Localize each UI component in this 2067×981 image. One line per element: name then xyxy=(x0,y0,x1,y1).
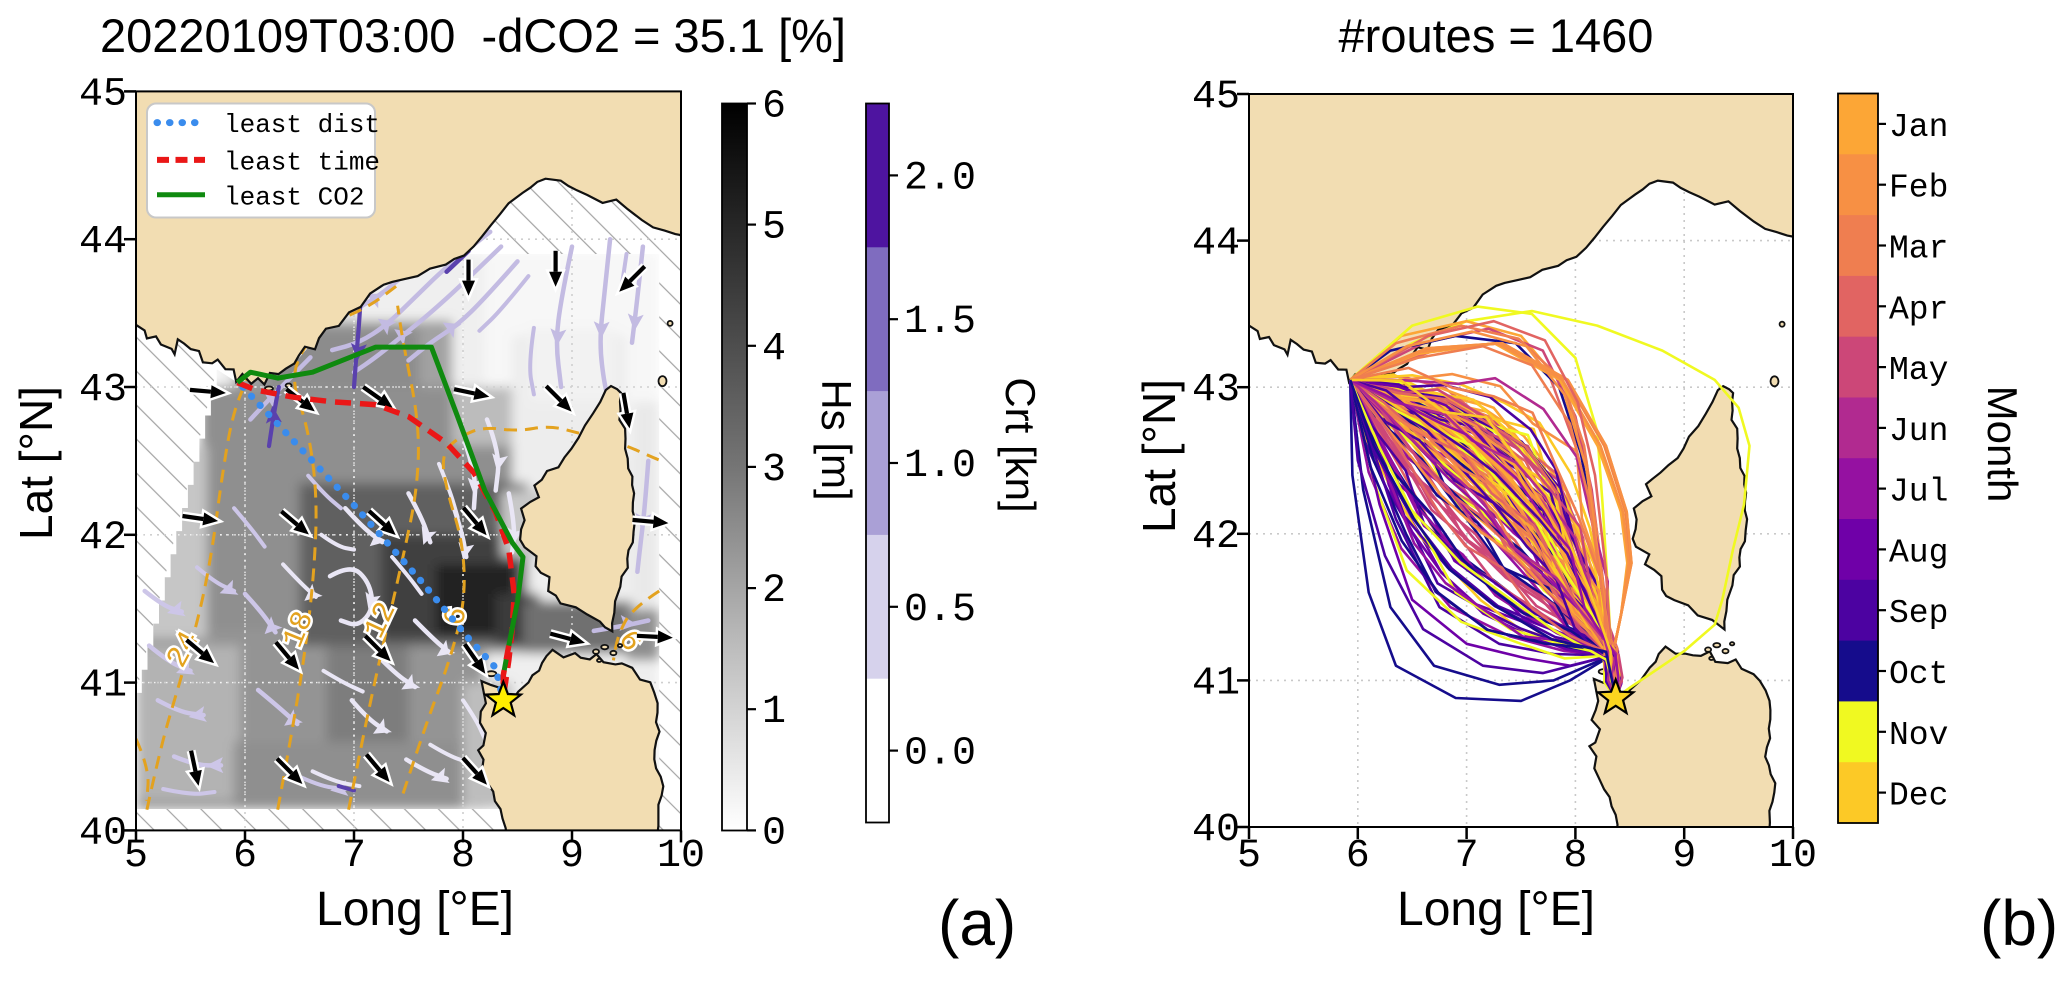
svg-text:44: 44 xyxy=(1192,222,1240,267)
svg-text:Dec: Dec xyxy=(1889,778,1948,815)
svg-text:8: 8 xyxy=(1563,834,1587,879)
svg-text:0.5: 0.5 xyxy=(904,588,976,633)
svg-text:3: 3 xyxy=(762,448,786,493)
svg-text:least time: least time xyxy=(224,147,380,177)
svg-text:9: 9 xyxy=(1672,834,1696,879)
svg-text:May: May xyxy=(1889,352,1948,389)
svg-text:45: 45 xyxy=(1192,75,1240,120)
svg-text:41: 41 xyxy=(79,664,127,709)
svg-text:2.0: 2.0 xyxy=(904,156,976,201)
svg-text:10: 10 xyxy=(657,834,705,879)
svg-text:20220109T03:00 -dCO2 = 35.1 [: 20220109T03:00 -dCO2 = 35.1 [%] xyxy=(100,9,846,62)
svg-text:40: 40 xyxy=(1192,808,1240,853)
svg-text:Feb: Feb xyxy=(1889,170,1948,207)
svg-text:5: 5 xyxy=(762,206,786,251)
svg-text:Crt [kn]: Crt [kn] xyxy=(997,377,1044,512)
svg-text:Long [°E]: Long [°E] xyxy=(316,883,514,936)
svg-text:43: 43 xyxy=(1192,368,1240,413)
svg-text:5: 5 xyxy=(1237,834,1261,879)
svg-text:7: 7 xyxy=(1455,834,1479,879)
svg-text:5: 5 xyxy=(124,834,148,879)
svg-text:0.0: 0.0 xyxy=(904,732,976,777)
svg-text:Mar: Mar xyxy=(1889,231,1948,268)
svg-text:Long [°E]: Long [°E] xyxy=(1397,883,1595,936)
svg-text:Jun: Jun xyxy=(1889,413,1948,450)
svg-text:1.5: 1.5 xyxy=(904,300,976,345)
svg-text:least CO2: least CO2 xyxy=(224,182,364,212)
svg-text:6: 6 xyxy=(1346,834,1370,879)
svg-text:8: 8 xyxy=(451,834,475,879)
svg-text:10: 10 xyxy=(1769,834,1817,879)
svg-text:44: 44 xyxy=(79,220,127,265)
svg-text:41: 41 xyxy=(1192,661,1240,706)
svg-text:45: 45 xyxy=(79,72,127,117)
svg-text:least dist: least dist xyxy=(224,110,380,140)
svg-text:42: 42 xyxy=(79,516,127,561)
svg-text:Hs [m]: Hs [m] xyxy=(813,379,860,500)
svg-text:Jul: Jul xyxy=(1889,474,1948,511)
svg-text:6: 6 xyxy=(233,834,257,879)
svg-text:(a): (a) xyxy=(938,887,1016,959)
svg-text:Month: Month xyxy=(1979,386,2026,503)
svg-text:Sep: Sep xyxy=(1889,595,1948,632)
svg-text:Oct: Oct xyxy=(1889,656,1948,693)
svg-text:43: 43 xyxy=(79,368,127,413)
svg-text:Lat [°N]: Lat [°N] xyxy=(10,386,62,540)
svg-text:6: 6 xyxy=(762,85,786,130)
svg-text:7: 7 xyxy=(342,834,366,879)
svg-text:Lat [°N]: Lat [°N] xyxy=(1133,379,1185,533)
svg-text:Nov: Nov xyxy=(1889,717,1948,754)
svg-text:4: 4 xyxy=(762,327,786,372)
svg-text:9: 9 xyxy=(560,834,584,879)
svg-text:Jan: Jan xyxy=(1889,109,1948,146)
svg-text:42: 42 xyxy=(1192,515,1240,560)
svg-text:2: 2 xyxy=(762,569,786,614)
svg-text:0: 0 xyxy=(762,811,786,856)
svg-text:Aug: Aug xyxy=(1889,534,1948,571)
svg-text:40: 40 xyxy=(79,811,127,856)
svg-text:Apr: Apr xyxy=(1889,291,1948,328)
svg-text:1: 1 xyxy=(762,690,786,735)
svg-text:1.0: 1.0 xyxy=(904,444,976,489)
svg-text:#routes = 1460: #routes = 1460 xyxy=(1339,9,1654,62)
svg-text:(b): (b) xyxy=(1980,887,2058,959)
